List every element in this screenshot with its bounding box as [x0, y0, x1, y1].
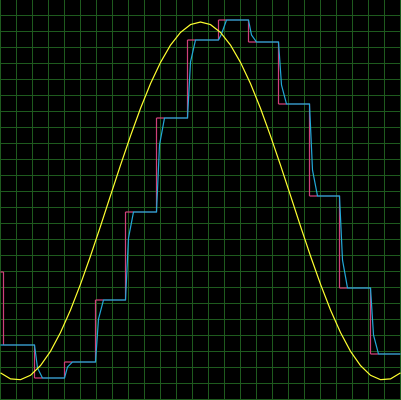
trace	[0, 19, 401, 379]
trace	[0, 21, 401, 381]
